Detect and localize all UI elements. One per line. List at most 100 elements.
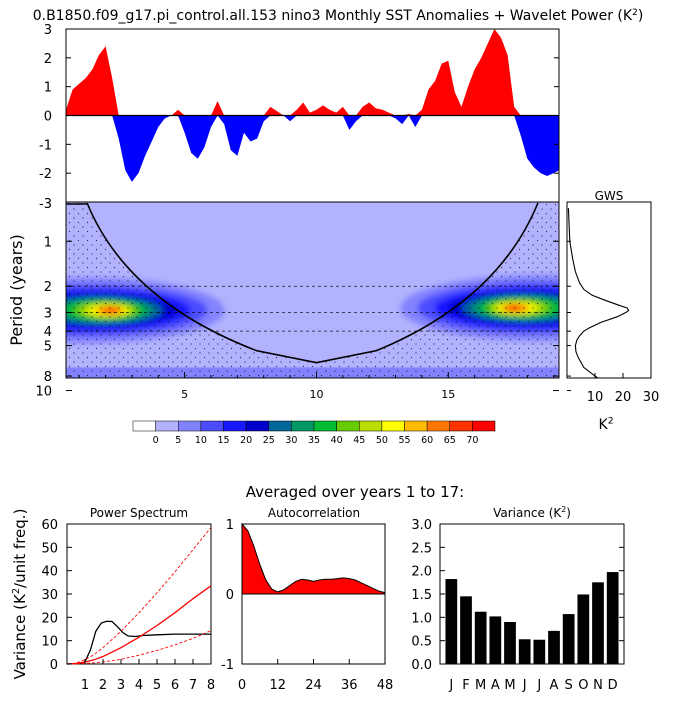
autocorrelation-panel: -1 0 1 0 12 24 36 48 Autocorrelation xyxy=(221,506,393,693)
variance-bar-11 xyxy=(606,572,619,664)
wavelet-ytick-label: 5 xyxy=(44,340,52,355)
averaged-subtitle: Averaged over years 1 to 17: xyxy=(246,483,464,501)
variance-bar-8 xyxy=(562,614,575,664)
gws-xtick-label: 30 xyxy=(643,390,660,405)
power-spectrum-xtick-label: 6 xyxy=(171,678,179,693)
sst-ytick-label: 0 xyxy=(44,110,52,125)
colorbar-box xyxy=(449,420,473,432)
variance-bar-0 xyxy=(445,579,458,664)
colorbar-label: 30 xyxy=(285,435,297,446)
variance-ytick-label: 0.0 xyxy=(411,658,432,673)
colorbar-box xyxy=(291,420,315,432)
gws-xlabel: K2 xyxy=(599,416,614,433)
autocorrelation-area xyxy=(241,522,386,595)
colorbar-box xyxy=(381,420,405,432)
variance-bar-6 xyxy=(533,639,546,664)
variance-bar-3 xyxy=(489,616,502,664)
power-spectrum-ylabel: Variance (K2/unit freq.) xyxy=(11,509,29,680)
autocorrelation-ytick-label: -1 xyxy=(221,658,234,673)
sst-negative-area xyxy=(66,115,559,182)
power-spectrum-xtick-label: 1 xyxy=(81,678,89,693)
colorbar-label: 50 xyxy=(376,435,388,446)
wavelet-xtick-label: 15 xyxy=(441,388,455,401)
wavelet-ytick-label: 3 xyxy=(44,307,52,322)
autocorrelation-ytick-label: 0 xyxy=(226,588,234,603)
variance-bar-5 xyxy=(518,639,531,664)
variance-xtick-label: D xyxy=(608,678,618,693)
colorbar-label: 0 xyxy=(153,435,159,446)
chart-title: 0.B1850.f09_g17.pi_control.all.153 nino3… xyxy=(33,8,644,24)
variance-xtick-label: S xyxy=(565,678,573,693)
power-spectrum-ytick-label: 40 xyxy=(41,565,58,580)
variance-ytick-label: 1.0 xyxy=(411,611,432,626)
autocorrelation-title: Autocorrelation xyxy=(268,506,360,520)
sst-positive-area xyxy=(66,29,559,116)
power-spectrum-xtick-label: 2 xyxy=(99,678,107,693)
colorbar-label: 35 xyxy=(308,435,320,446)
colorbar-box xyxy=(472,420,496,432)
colorbar-box xyxy=(336,420,360,432)
cone-of-influence xyxy=(86,202,539,364)
power-spectrum-ytick-label: 50 xyxy=(41,541,58,556)
autocorrelation-xtick-label: 12 xyxy=(269,678,286,693)
variance-ytick-label: 1.5 xyxy=(411,588,432,603)
variance-xtick-label: M xyxy=(504,678,515,693)
sst-ytick-label: 1 xyxy=(44,81,52,96)
wavelet-ytick-label: 1 xyxy=(44,235,52,250)
sst-ytick-label: 3 xyxy=(44,23,52,38)
colorbar-label: 5 xyxy=(175,435,181,446)
gws-line xyxy=(567,208,630,379)
colorbar-box xyxy=(268,420,292,432)
variance-xtick-label: F xyxy=(462,678,469,693)
gws-title: GWS xyxy=(595,189,624,203)
power-spectrum-frame xyxy=(66,523,212,665)
variance-xtick-label: M xyxy=(475,678,486,693)
colorbar-label: 45 xyxy=(353,435,365,446)
variance-ytick-label: 3.0 xyxy=(411,518,432,533)
power-spectrum-series-2 xyxy=(66,527,212,665)
variance-ytick-label: 2.0 xyxy=(411,565,432,580)
power-spectrum-series-3 xyxy=(66,630,212,665)
power-spectrum-xtick-label: 5 xyxy=(153,678,161,693)
variance-bar-2 xyxy=(474,611,487,664)
colorbar-label: 20 xyxy=(240,435,252,446)
wavelet-ytick-label: 2 xyxy=(44,280,52,295)
variance-bar-4 xyxy=(504,622,516,664)
power-spectrum-ytick-label: 0 xyxy=(50,658,58,673)
colorbar-label: 70 xyxy=(466,435,478,446)
wavelet-ytick-label: 8 xyxy=(44,370,52,385)
wavelet-xtick-label: 10 xyxy=(309,388,323,401)
colorbar-box xyxy=(404,420,428,432)
variance-ytick-label: 2.5 xyxy=(411,541,432,556)
wavelet-ytick-label: 10 xyxy=(35,385,52,400)
colorbar-box xyxy=(178,420,202,432)
colorbar-box xyxy=(245,420,269,432)
sst-ytick-label: -3 xyxy=(39,197,52,212)
variance-bar-9 xyxy=(577,594,590,664)
power-spectrum-xtick-label: 7 xyxy=(189,678,197,693)
variance-xtick-label: A xyxy=(550,678,559,693)
sst-anomaly-panel: -2 -1 0 1 2 3 -3 xyxy=(39,23,560,212)
colorbar-box xyxy=(313,420,337,432)
colorbar-box xyxy=(132,420,156,432)
variance-xtick-label: J xyxy=(536,678,541,693)
sst-ytick-label: 2 xyxy=(44,52,52,67)
variance-title: Variance (K2) xyxy=(493,505,571,520)
variance-bar-10 xyxy=(592,582,604,664)
power-spectrum-ytick-label: 20 xyxy=(41,611,58,626)
colorbar-label: 10 xyxy=(195,435,207,446)
gws-panel: GWS 10 20 30 K2 xyxy=(566,189,660,433)
variance-xtick-label: J xyxy=(448,678,453,693)
autocorrelation-xtick-label: 24 xyxy=(305,678,322,693)
autocorrelation-xtick-label: 36 xyxy=(341,678,358,693)
wavelet-ylabel: Period (years) xyxy=(7,234,26,346)
power-spectrum-xtick-label: 3 xyxy=(117,678,125,693)
power-spectrum-ytick-label: 30 xyxy=(41,588,58,603)
autocorrelation-ytick-label: 1 xyxy=(226,518,234,533)
colorbar-label: 15 xyxy=(217,435,229,446)
colorbar-box xyxy=(426,420,450,432)
colorbar-box xyxy=(359,420,383,432)
colorbar-label: 60 xyxy=(421,435,433,446)
